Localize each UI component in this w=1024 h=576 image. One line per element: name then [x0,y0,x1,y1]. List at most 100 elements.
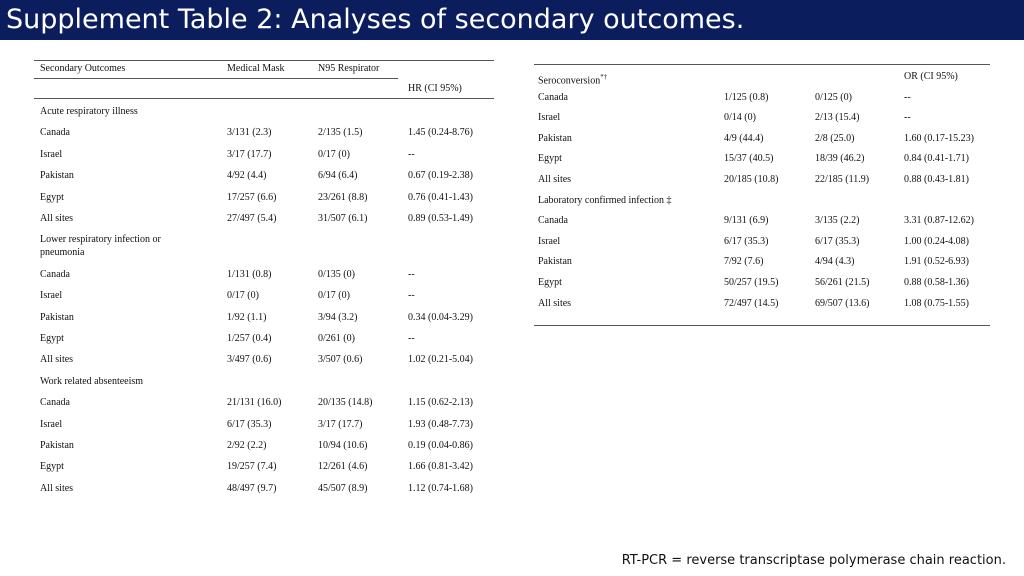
site-name: Pakistan [40,170,74,182]
site-name: Egypt [538,153,562,165]
ratio-ci-value: 0.67 (0.19-2.38) [408,170,473,182]
ratio-ci-value: 3.31 (0.87-12.62) [904,215,974,227]
table-row: Canada 1/125 (0.8) 0/125 (0) -- [534,91,990,105]
medical-mask-value: 19/257 (7.4) [227,461,277,473]
site-name: All sites [538,174,572,185]
footnote: RT-PCR = reverse transcriptase polymeras… [621,553,1006,568]
medical-mask-value: 20/185 (10.8) [724,174,779,185]
table-header-row: OR (CI 95%) [534,70,990,84]
ratio-ci-value: 1.08 (0.75-1.55) [904,297,969,309]
ratio-ci-value: 1.15 (0.62-2.13) [408,397,473,409]
ratio-ci-value: -- [904,112,911,124]
n95-value: 3/135 (2.2) [815,215,860,227]
ratio-ci-value: -- [408,148,415,160]
medical-mask-value: 72/497 (14.5) [724,297,779,309]
medical-mask-value: 1/125 (0.8) [724,91,769,103]
medical-mask-value: 1/131 (0.8) [227,268,272,280]
table-row: Pakistan 4/92 (4.4) 6/94 (6.4) 0.67 (0.19-2… [34,169,494,183]
table-row: All sites 27/497 (5.4) 31/507 (6.1) 0.89 (0… [34,212,494,226]
site-name: Pakistan [538,132,572,144]
medical-mask-value: 21/131 (16.0) [227,397,282,409]
table-row: Egypt 50/257 (19.5) 56/261 (21.5) 0.88 (0.5… [534,276,990,290]
site-name: All sites [40,482,74,494]
medical-mask-value: 3/497 (0.6) [227,354,272,366]
n95-value: 3/507 (0.6) [318,354,363,366]
medical-mask-value: 0/14 (0) [724,112,756,124]
medical-mask-value: 3/17 (17.7) [227,148,272,160]
n95-value: 0/17 (0) [318,290,350,302]
table-row: All sites 3/497 (0.6) 3/507 (0.6) 1.02 (0.2… [34,353,494,367]
ratio-ci-value: -- [904,91,911,103]
site-name: Canada [40,397,70,409]
ratio-ci-value: 0.34 (0.04-3.29) [408,311,473,323]
site-name: All sites [40,213,74,224]
n95-value: 2/135 (1.5) [318,127,363,139]
table-row: Pakistan 1/92 (1.1) 3/94 (3.2) 0.34 (0.04-3… [34,311,494,325]
ratio-ci-value: 0.88 (0.58-1.36) [904,277,969,288]
left-outcomes-table: Secondary Outcomes Medical Mask N95 Resp… [34,58,494,502]
medical-mask-value: 1/257 (0.4) [227,333,272,344]
table-row: Pakistan 4/9 (44.4) 2/8 (25.0) 1.60 (0.17-1… [534,132,990,146]
table-row: All sites 20/185 (10.8) 22/185 (11.9) 0.88 … [534,173,990,187]
header-rule-full [34,98,494,99]
ratio-ci-value: 0.84 (0.41-1.71) [904,153,969,165]
site-name: Israel [538,112,561,124]
n95-value: 4/94 (4.3) [815,256,855,268]
section-label-text: Laboratory confirmed infection ‡ [538,194,672,206]
site-name: All sites [538,297,572,309]
table-row: Israel 6/17 (35.3) 3/17 (17.7) 1.93 (0.48-7… [34,418,494,432]
medical-mask-value: 1/92 (1.1) [227,311,267,323]
medical-mask-value: 6/17 (35.3) [724,235,769,247]
n95-value: 12/261 (4.6) [318,461,368,473]
medical-mask-value: 4/9 (44.4) [724,132,764,144]
header-n95-respirator: N95 Respirator [318,63,380,74]
medical-mask-value: 15/37 (40.5) [724,153,774,165]
site-name: Canada [538,215,568,227]
header-medical-mask: Medical Mask [227,63,285,74]
footnote-marker: *† [600,73,608,81]
ratio-ci-value: 0.76 (0.41-1.43) [408,191,473,203]
table-top-rule [534,64,990,65]
table-row: Pakistan 7/92 (7.6) 4/94 (4.3) 1.91 (0.52-6… [534,255,990,269]
ratio-ci-value: 1.93 (0.48-7.73) [408,418,473,430]
site-name: Israel [40,418,63,430]
n95-value: 0/135 (0) [318,268,355,280]
site-name: Egypt [40,191,64,203]
table-row: Canada 9/131 (6.9) 3/135 (2.2) 3.31 (0.87-1… [534,214,990,228]
ratio-ci-value: 1.02 (0.21-5.04) [408,354,473,366]
table-row: Israel 0/17 (0) 0/17 (0) -- [34,289,494,303]
table-row: Canada 1/131 (0.8) 0/135 (0) -- [34,268,494,282]
site-name: Israel [538,235,561,247]
n95-value: 56/261 (21.5) [815,277,870,288]
medical-mask-value: 9/131 (6.9) [724,215,769,227]
n95-value: 2/13 (15.4) [815,112,860,124]
medical-mask-value: 0/17 (0) [227,290,259,302]
n95-value: 0/17 (0) [318,148,350,160]
n95-value: 2/8 (25.0) [815,132,855,144]
medical-mask-value: 2/92 (2.2) [227,440,267,451]
medical-mask-value: 6/17 (35.3) [227,418,272,430]
table-header-row-2: HR (CI 95%) [34,82,494,96]
ratio-ci-value: 0.89 (0.53-1.49) [408,213,473,224]
table-header-row: Secondary Outcomes Medical Mask N95 Resp… [34,62,494,76]
site-name: Egypt [40,461,64,473]
header-hr-ci: HR (CI 95%) [408,83,462,94]
medical-mask-value: 3/131 (2.3) [227,127,272,139]
right-outcomes-table: OR (CI 95%) Seroconversion*† Canada 1/125 … [534,64,990,326]
section-label-text: Acute respiratory illness [40,106,138,117]
ratio-ci-value: 1.91 (0.52-6.93) [904,256,969,268]
table-row: Egypt 19/257 (7.4) 12/261 (4.6) 1.66 (0.81-… [34,460,494,474]
n95-value: 6/17 (35.3) [815,235,860,247]
site-name: Egypt [40,333,64,344]
site-name: Israel [40,290,63,302]
n95-value: 6/94 (6.4) [318,170,358,182]
n95-value: 22/185 (11.9) [815,174,870,185]
header-secondary-outcomes: Secondary Outcomes [40,63,126,74]
table-row: All sites 48/497 (9.7) 45/507 (8.9) 1.12 (0… [34,482,494,496]
header-or-ci: OR (CI 95%) [904,71,958,82]
table-top-rule [34,60,494,61]
n95-value: 45/507 (8.9) [318,482,368,494]
table-row: All sites 72/497 (14.5) 69/507 (13.6) 1.08 … [534,297,990,311]
section-label-text: Lower respiratory infection or [40,234,161,246]
site-name: Pakistan [538,256,572,268]
